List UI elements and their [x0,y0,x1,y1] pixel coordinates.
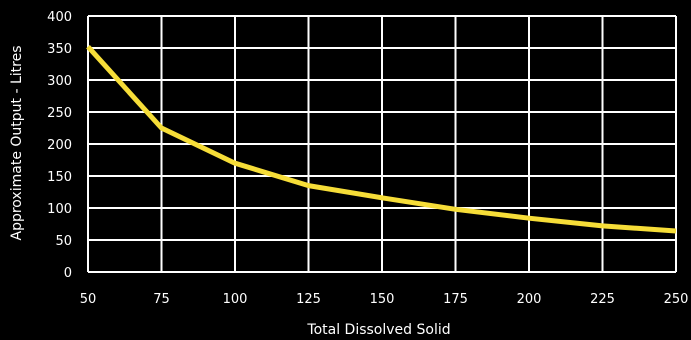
y-tick-label: 50 [55,234,72,249]
x-axis-title: Total Dissolved Solid [306,322,450,338]
y-tick-label: 200 [47,138,72,153]
x-tick-label: 125 [296,292,321,307]
series-layer [86,45,677,234]
y-tick-label: 300 [47,74,72,89]
y-tick-label: 400 [47,10,72,25]
y-tick-label: 100 [47,202,72,217]
x-tick-label: 100 [223,292,248,307]
y-tick-label: 150 [47,170,72,185]
y-tick-label: 250 [47,106,72,121]
x-tick-label: 200 [517,292,542,307]
x-tick-label: 225 [590,292,615,307]
grid [87,15,677,273]
y-axis-title: Approximate Output - Litres [9,46,25,241]
y-tick-label: 350 [47,42,72,57]
tick-labels: 50 75 100 125 150 175 200 225 250 0 50 100 150 200 250… [47,10,688,307]
x-tick-label: 75 [153,292,170,307]
x-tick-label: 150 [370,292,395,307]
y-tick-label: 0 [64,266,72,281]
x-tick-label: 250 [664,292,689,307]
x-tick-label: 50 [80,292,97,307]
x-tick-label: 175 [443,292,468,307]
